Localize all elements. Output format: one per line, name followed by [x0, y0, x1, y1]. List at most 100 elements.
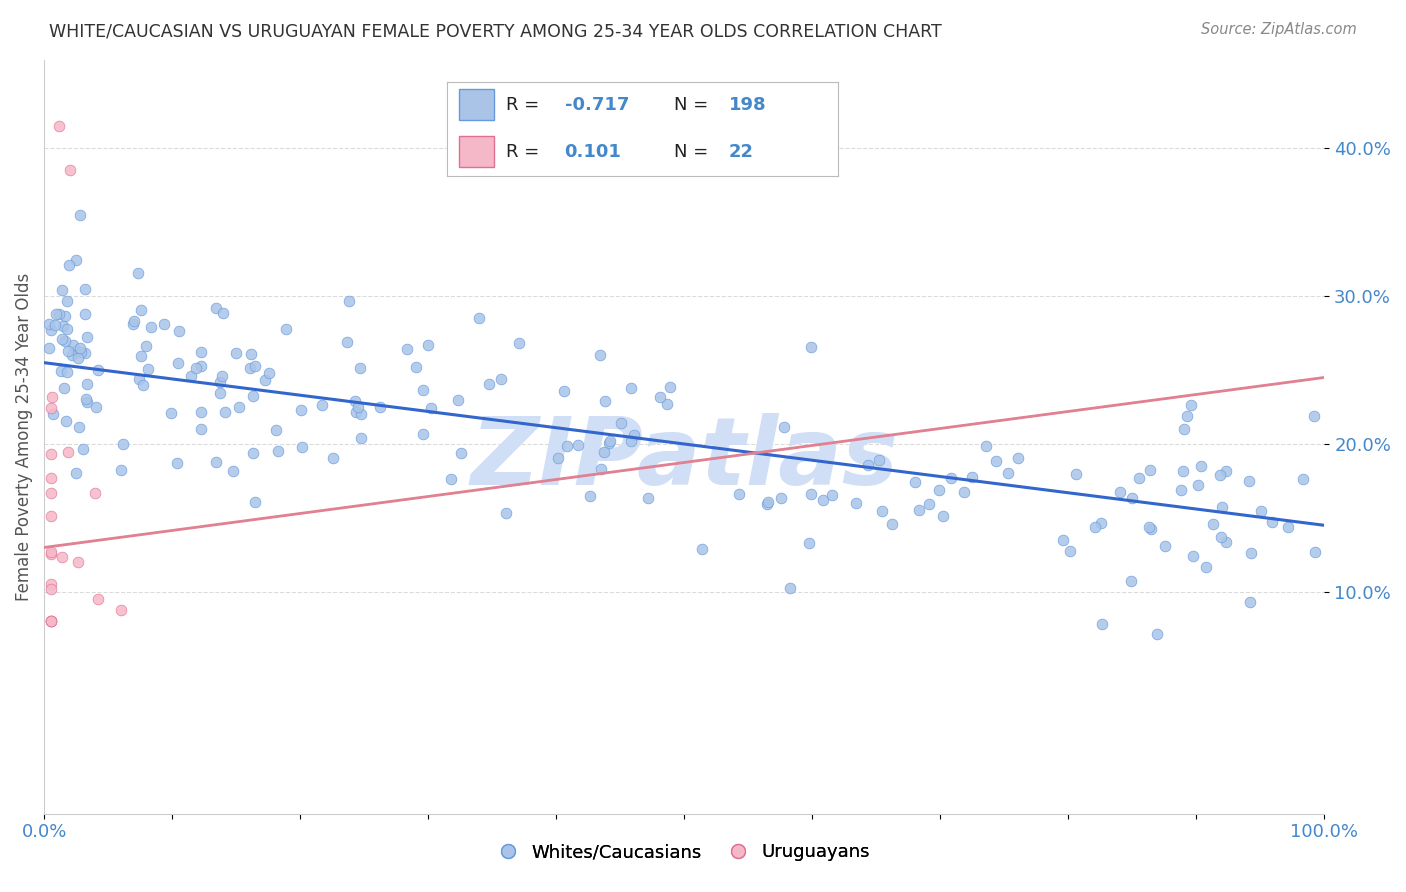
Point	[58, 344, 80, 359]
Point	[42, 407, 65, 421]
Point	[41, 390, 63, 404]
Point	[478, 376, 501, 391]
Point	[65, 252, 87, 267]
Point	[127, 266, 149, 280]
Point	[598, 436, 620, 450]
Point	[997, 466, 1019, 480]
Point	[412, 427, 434, 442]
Point	[51, 332, 73, 346]
Point	[48, 307, 70, 321]
Point	[728, 487, 751, 501]
Point	[1139, 463, 1161, 477]
Point	[190, 345, 212, 359]
Point	[547, 451, 569, 466]
Point	[1187, 478, 1209, 492]
Point	[39, 615, 62, 629]
Point	[76, 330, 98, 344]
Point	[87, 363, 110, 377]
Point	[350, 431, 373, 445]
Point	[1090, 516, 1112, 530]
Point	[908, 502, 931, 516]
Point	[1189, 459, 1212, 474]
Point	[58, 444, 80, 458]
Point	[190, 405, 212, 419]
Point	[648, 390, 671, 404]
Point	[1215, 535, 1237, 549]
Point	[84, 400, 107, 414]
Point	[1109, 485, 1132, 500]
Point	[468, 311, 491, 326]
Point	[610, 416, 633, 430]
Point	[395, 342, 418, 356]
Point	[267, 443, 290, 458]
Point	[1052, 533, 1074, 548]
Point	[450, 446, 472, 460]
Point	[405, 360, 427, 375]
Point	[75, 392, 97, 406]
Point	[1237, 474, 1260, 488]
Point	[184, 361, 207, 376]
Point	[39, 576, 62, 591]
Point	[122, 313, 145, 327]
Point	[56, 322, 79, 336]
Point	[259, 366, 281, 380]
Point	[290, 403, 312, 417]
Point	[1209, 467, 1232, 482]
Point	[1091, 617, 1114, 632]
Point	[984, 454, 1007, 468]
Point	[169, 324, 191, 338]
Point	[60, 348, 83, 362]
Point	[129, 349, 152, 363]
Point	[416, 337, 439, 351]
Point	[70, 344, 93, 359]
Point	[190, 359, 212, 373]
Point	[567, 438, 589, 452]
Point	[368, 400, 391, 414]
Point	[243, 359, 266, 374]
Point	[1128, 471, 1150, 485]
Point	[1215, 465, 1237, 479]
Point	[132, 377, 155, 392]
Point	[1170, 483, 1192, 497]
Point	[65, 466, 87, 480]
Point	[110, 602, 132, 616]
Point	[39, 447, 62, 461]
Point	[1211, 500, 1233, 515]
Point	[412, 384, 434, 398]
Point	[39, 486, 62, 500]
Point	[579, 489, 602, 503]
Point	[350, 407, 373, 421]
Point	[139, 319, 162, 334]
Point	[868, 453, 890, 467]
Point	[657, 397, 679, 411]
Point	[66, 351, 89, 365]
Point	[1261, 515, 1284, 529]
Text: WHITE/CAUCASIAN VS URUGUAYAN FEMALE POVERTY AMONG 25-34 YEAR OLDS CORRELATION CH: WHITE/CAUCASIAN VS URUGUAYAN FEMALE POVE…	[49, 22, 942, 40]
Point	[59, 163, 82, 178]
Point	[51, 283, 73, 297]
Point	[623, 428, 645, 442]
Point	[811, 492, 834, 507]
Point	[62, 338, 84, 352]
Point	[39, 509, 62, 524]
Point	[800, 341, 823, 355]
Point	[73, 346, 96, 360]
Text: ZIPatlas: ZIPatlas	[470, 413, 898, 505]
Point	[49, 364, 72, 378]
Point	[769, 491, 792, 505]
Point	[620, 434, 643, 448]
Point	[773, 419, 796, 434]
Point	[45, 307, 67, 321]
Point	[856, 458, 879, 472]
Point	[66, 555, 89, 569]
Point	[637, 491, 659, 506]
Point	[208, 386, 231, 401]
Point	[659, 380, 682, 394]
Point	[1137, 520, 1160, 534]
Point	[276, 322, 298, 336]
Point	[153, 318, 176, 332]
Point	[690, 541, 713, 556]
Point	[39, 471, 62, 485]
Point	[87, 592, 110, 607]
Point	[211, 369, 233, 384]
